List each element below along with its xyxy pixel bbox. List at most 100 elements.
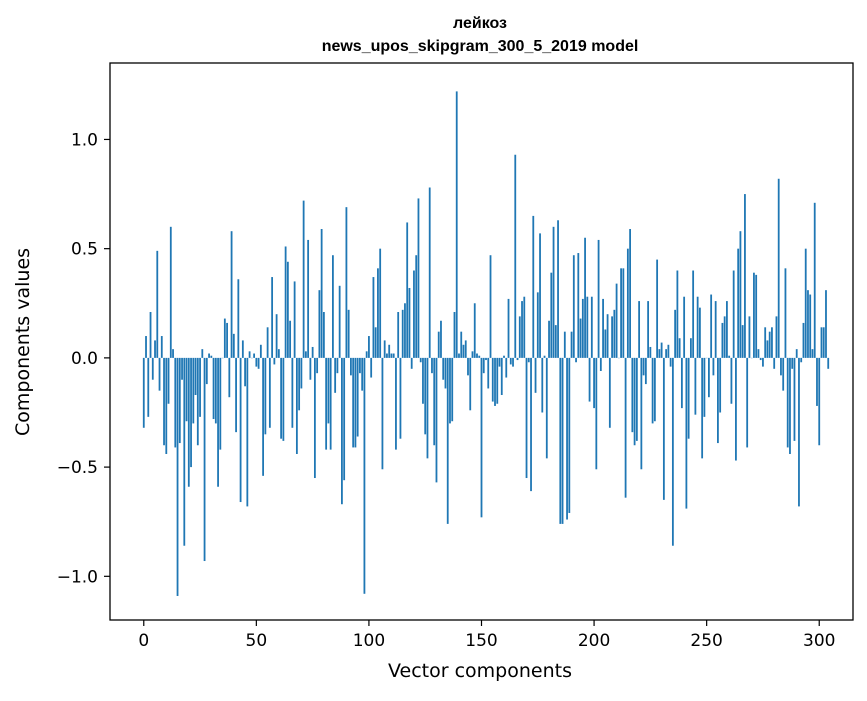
bar-component-236 xyxy=(674,310,676,358)
bar-component-235 xyxy=(672,358,674,546)
bar-component-161 xyxy=(505,358,507,378)
bar-component-166 xyxy=(517,358,519,360)
bar-component-124 xyxy=(422,358,424,404)
bar-component-288 xyxy=(791,358,793,369)
bar-component-70 xyxy=(300,358,302,389)
bar-component-110 xyxy=(391,354,393,358)
bar-component-187 xyxy=(564,332,566,358)
bar-component-228 xyxy=(656,260,658,358)
bar-component-264 xyxy=(737,249,739,358)
bar-component-289 xyxy=(794,358,796,441)
bar-component-61 xyxy=(280,358,282,439)
bar-component-15 xyxy=(177,358,179,596)
bar-component-268 xyxy=(746,358,748,448)
bar-component-84 xyxy=(332,255,334,358)
bar-component-258 xyxy=(724,316,726,358)
bar-component-102 xyxy=(373,277,375,358)
bar-component-298 xyxy=(814,203,816,358)
bar-component-105 xyxy=(379,249,381,358)
x-tick-label: 300 xyxy=(803,631,835,651)
bar-component-99 xyxy=(366,351,368,358)
bar-component-244 xyxy=(692,271,694,358)
bar-component-176 xyxy=(539,233,541,358)
bar-component-275 xyxy=(762,358,764,367)
bar-component-52 xyxy=(260,345,262,358)
bar-component-280 xyxy=(773,358,775,369)
bar-component-16 xyxy=(179,358,181,443)
bar-component-81 xyxy=(325,358,327,450)
x-tick-label: 50 xyxy=(246,631,268,651)
bar-component-116 xyxy=(404,303,406,358)
bar-component-115 xyxy=(402,310,404,358)
bar-component-266 xyxy=(742,325,744,358)
bar-component-243 xyxy=(690,338,692,358)
bar-component-186 xyxy=(562,358,564,524)
bar-component-29 xyxy=(208,354,210,358)
bar-component-72 xyxy=(305,351,307,358)
bar-component-138 xyxy=(454,312,456,358)
bar-component-18 xyxy=(183,358,185,546)
bar-component-201 xyxy=(595,358,597,469)
bar-component-279 xyxy=(771,327,773,358)
bar-component-98 xyxy=(364,358,366,594)
bar-component-34 xyxy=(219,358,221,450)
bar-component-195 xyxy=(582,299,584,358)
bar-component-145 xyxy=(469,358,471,410)
bar-component-222 xyxy=(643,358,645,375)
bar-component-155 xyxy=(492,358,494,402)
bar-component-170 xyxy=(526,358,528,478)
bar-component-56 xyxy=(269,358,271,428)
bar-component-97 xyxy=(361,358,363,391)
bar-component-4 xyxy=(152,358,154,380)
bar-component-242 xyxy=(688,358,690,439)
bar-component-255 xyxy=(717,358,719,443)
bar-component-232 xyxy=(665,349,667,358)
bar-component-249 xyxy=(704,358,706,417)
bar-component-122 xyxy=(418,198,420,357)
bar-component-117 xyxy=(406,222,408,357)
bar-component-251 xyxy=(708,358,710,397)
bar-component-132 xyxy=(440,321,442,358)
bar-component-301 xyxy=(821,327,823,358)
bar-component-31 xyxy=(213,358,215,419)
bar-component-174 xyxy=(535,358,537,393)
bar-component-55 xyxy=(267,327,269,358)
bar-component-125 xyxy=(424,358,426,434)
bar-component-24 xyxy=(197,358,199,445)
bar-component-147 xyxy=(474,303,476,358)
bar-component-128 xyxy=(431,358,433,373)
bar-component-153 xyxy=(487,358,489,389)
x-tick-label: 150 xyxy=(465,631,497,651)
bar-component-30 xyxy=(210,356,212,358)
bar-component-58 xyxy=(273,358,275,365)
bar-component-199 xyxy=(591,297,593,358)
bar-component-213 xyxy=(622,268,624,358)
bar-component-135 xyxy=(447,358,449,524)
bar-component-120 xyxy=(413,271,415,358)
bar-component-260 xyxy=(728,356,730,358)
bar-component-219 xyxy=(636,358,638,441)
bar-component-238 xyxy=(679,338,681,358)
bar-component-131 xyxy=(438,332,440,358)
bar-component-177 xyxy=(541,358,543,413)
bar-component-20 xyxy=(188,358,190,487)
bar-component-66 xyxy=(291,358,293,428)
bar-component-76 xyxy=(314,358,316,478)
bar-component-143 xyxy=(465,340,467,357)
bar-component-151 xyxy=(483,358,485,373)
bar-component-185 xyxy=(559,358,561,524)
bar-component-8 xyxy=(161,336,163,358)
bar-component-25 xyxy=(199,358,201,417)
bar-component-137 xyxy=(451,358,453,421)
bar-component-148 xyxy=(476,354,478,358)
chart-subtitle: news_upos_skipgram_300_5_2019 model xyxy=(322,38,639,55)
bar-component-231 xyxy=(663,358,665,500)
x-tick-label: 200 xyxy=(578,631,610,651)
bar-component-295 xyxy=(807,290,809,358)
bar-component-221 xyxy=(640,358,642,469)
bar-component-183 xyxy=(555,325,557,358)
bar-component-284 xyxy=(782,358,784,391)
bar-component-142 xyxy=(463,345,465,358)
bar-component-194 xyxy=(580,319,582,358)
